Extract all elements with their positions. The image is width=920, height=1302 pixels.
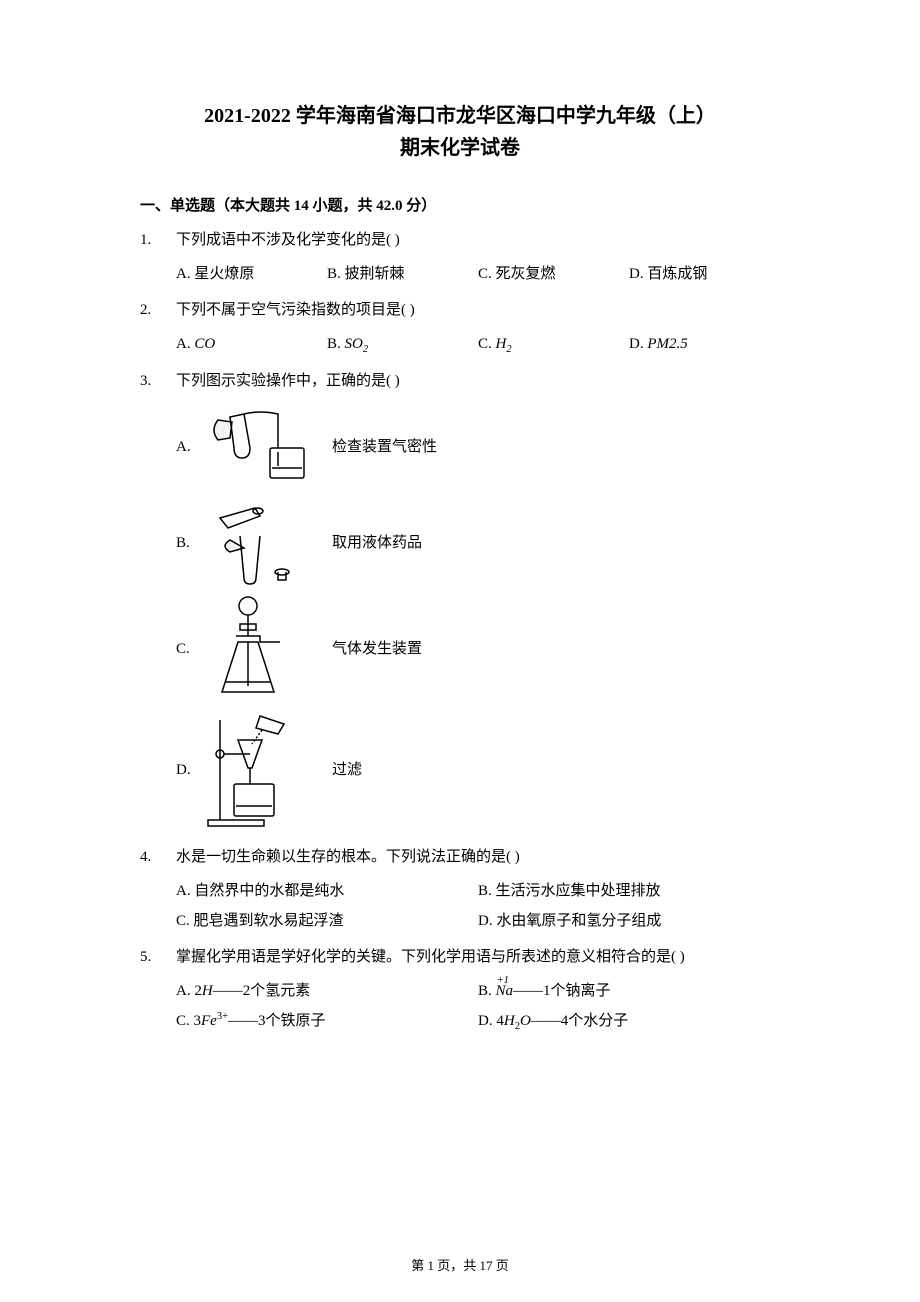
q5-option-c: C. 3Fe3+——3个铁原子 — [176, 1006, 478, 1037]
q1-number: 1. — [140, 225, 176, 289]
q5b-post: ——1个钠离子 — [513, 983, 611, 999]
q4-option-b: B. 生活污水应集中处理排放 — [478, 876, 780, 906]
q4-option-c: C. 肥皂遇到软水易起浮渣 — [176, 906, 478, 936]
q5-option-b: B. +1Na——1个钠离子 — [478, 976, 780, 1006]
q3-option-a: A. 检查装置气密性 — [176, 402, 780, 492]
q5c-ital: Fe — [201, 1013, 217, 1029]
q2-option-c: C. H2 — [478, 329, 629, 360]
q4-option-a: A. 自然界中的水都是纯水 — [176, 876, 478, 906]
title-line-2: 期末化学试卷 — [140, 132, 780, 164]
q2b-base: SO — [345, 336, 363, 352]
q5d-ital2: O — [520, 1013, 531, 1029]
q1-option-c: C. 死灰复燃 — [478, 259, 629, 289]
q5-number: 5. — [140, 942, 176, 1037]
q2c-base: H — [496, 336, 507, 352]
q5a-ital: H — [202, 983, 213, 999]
q2b-chem: SO2 — [345, 336, 369, 352]
question-2: 2. 下列不属于空气污染指数的项目是( ) A. CO B. SO2 C. H2… — [140, 295, 780, 360]
q4-option-d: D. 水由氧原子和氢分子组成 — [478, 906, 780, 936]
q3b-diagram-icon — [200, 498, 320, 588]
section-1-heading: 一、单选题（本大题共 14 小题，共 42.0 分） — [140, 194, 780, 215]
q3-number: 3. — [140, 366, 176, 836]
q2c-chem: H2 — [496, 336, 512, 352]
q4-stem: 水是一切生命赖以生存的根本。下列说法正确的是( ) — [176, 842, 780, 872]
q3a-letter: A. — [176, 432, 200, 462]
q2b-pre: B. — [327, 336, 345, 352]
q3b-letter: B. — [176, 528, 200, 558]
q2d-chem: PM2.5 — [647, 336, 687, 352]
q5d-post: ——4个水分子 — [531, 1013, 629, 1029]
q2b-sub: 2 — [363, 344, 368, 355]
question-1: 1. 下列成语中不涉及化学变化的是( ) A. 星火燎原 B. 披荆斩棘 C. … — [140, 225, 780, 289]
q3b-caption: 取用液体药品 — [332, 528, 422, 558]
q2-option-a: A. CO — [176, 329, 327, 360]
q3c-caption: 气体发生装置 — [332, 634, 422, 664]
question-5: 5. 掌握化学用语是学好化学的关键。下列化学用语与所表述的意义相符合的是( ) … — [140, 942, 780, 1037]
q5c-post: ——3个铁原子 — [228, 1013, 326, 1029]
q2d-pre: D. — [629, 336, 647, 352]
q5b-pre: B. — [478, 983, 496, 999]
q5-option-d: D. 4H2O——4个水分子 — [478, 1006, 780, 1037]
question-3: 3. 下列图示实验操作中，正确的是( ) A. 检查装置气密性 B. — [140, 366, 780, 836]
q5d-pre: D. 4 — [478, 1013, 504, 1029]
q5a-post: ——2个氢元素 — [213, 983, 311, 999]
q5a-pre: A. 2 — [176, 983, 202, 999]
q5c-sup: 3+ — [217, 1011, 228, 1022]
title-line-1: 2021-2022 学年海南省海口市龙华区海口中学九年级（上） — [140, 100, 780, 132]
q3-stem: 下列图示实验操作中，正确的是( ) — [176, 366, 780, 396]
q2a-chem: CO — [194, 336, 215, 352]
q1-option-d: D. 百炼成钢 — [629, 259, 780, 289]
q3-option-c: C. 气体发生装置 — [176, 594, 780, 704]
q3-option-b: B. 取用液体药品 — [176, 498, 780, 588]
q2-option-b: B. SO2 — [327, 329, 478, 360]
q3a-caption: 检查装置气密性 — [332, 432, 437, 462]
q1-option-a: A. 星火燎原 — [176, 259, 327, 289]
q5d-ital: H — [504, 1013, 515, 1029]
page-footer: 第 1 页，共 17 页 — [0, 1255, 920, 1274]
q1-option-b: B. 披荆斩棘 — [327, 259, 478, 289]
q3c-letter: C. — [176, 634, 200, 664]
q2-number: 2. — [140, 295, 176, 360]
q2-stem: 下列不属于空气污染指数的项目是( ) — [176, 295, 780, 325]
q3c-diagram-icon — [200, 594, 320, 704]
q5-stem: 掌握化学用语是学好化学的关键。下列化学用语与所表述的意义相符合的是( ) — [176, 942, 780, 972]
q5-option-a: A. 2H——2个氢元素 — [176, 976, 478, 1006]
q5c-pre: C. 3 — [176, 1013, 201, 1029]
q3d-letter: D. — [176, 755, 200, 785]
question-4: 4. 水是一切生命赖以生存的根本。下列说法正确的是( ) A. 自然界中的水都是… — [140, 842, 780, 936]
q3d-diagram-icon — [200, 710, 320, 830]
q1-stem: 下列成语中不涉及化学变化的是( ) — [176, 225, 780, 255]
q2c-pre: C. — [478, 336, 496, 352]
q3d-caption: 过滤 — [332, 755, 362, 785]
q3-option-d: D. 过滤 — [176, 710, 780, 830]
q2a-pre: A. — [176, 336, 194, 352]
q5b-sup: +1 — [497, 976, 509, 987]
q4-number: 4. — [140, 842, 176, 936]
q2-option-d: D. PM2.5 — [629, 329, 780, 360]
q3a-diagram-icon — [200, 402, 320, 492]
q5b-stack: +1Na — [496, 984, 514, 999]
q2c-sub: 2 — [506, 344, 511, 355]
